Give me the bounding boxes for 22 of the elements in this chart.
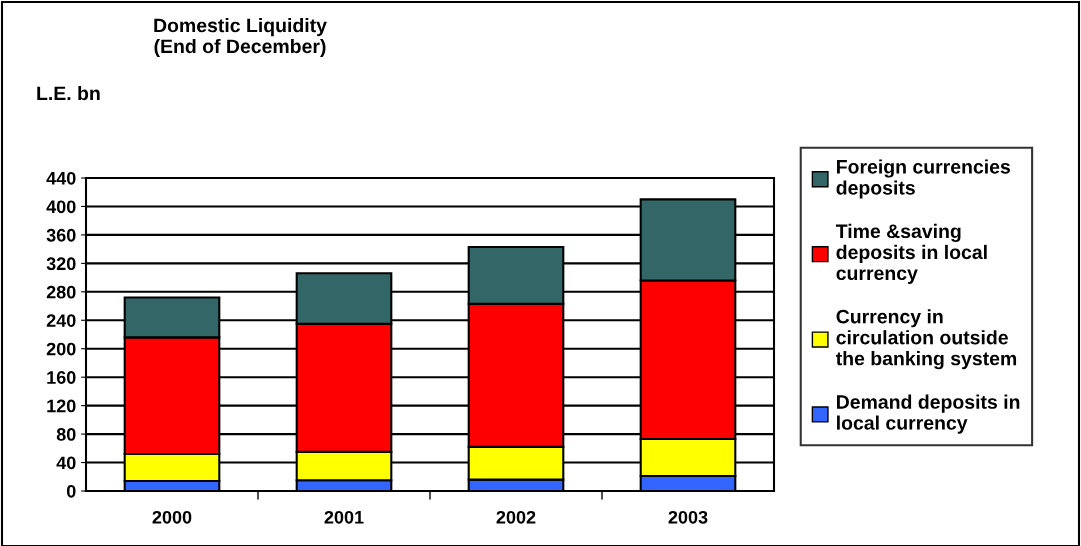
y-tick-label: 280 — [46, 285, 76, 299]
x-tick-label: 2000 — [152, 510, 192, 524]
y-tick-label: 80 — [56, 428, 76, 441]
y-tick-label: 400 — [46, 200, 76, 214]
legend-label: Currency in circulation outside the banking system — [835, 309, 1017, 370]
y-tick-label: 240 — [46, 314, 76, 327]
x-tick-label: 2001 — [324, 510, 364, 524]
y-tick-label: 120 — [47, 399, 76, 413]
legend-label: Time &saving deposits in local currency — [835, 223, 987, 284]
legend-label: Demand deposits in local currency — [837, 394, 1020, 434]
y-tick-label: 0 — [66, 484, 76, 498]
y-tick-label: 440 — [46, 171, 76, 185]
y-tick-label: 360 — [46, 228, 76, 242]
y-axis-title: L.E. bn — [37, 85, 100, 101]
y-tick-label: 200 — [46, 342, 76, 356]
x-tick-label: 2002 — [496, 510, 536, 524]
chart-title: Domestic Liquidity (End of December) — [154, 18, 327, 58]
legend-label: Foreign currencies deposits — [836, 159, 1010, 199]
x-tick-label: 2003 — [668, 510, 708, 524]
y-tick-label: 40 — [56, 456, 76, 470]
y-tick-label: 320 — [46, 257, 76, 271]
y-tick-label: 160 — [47, 371, 76, 384]
